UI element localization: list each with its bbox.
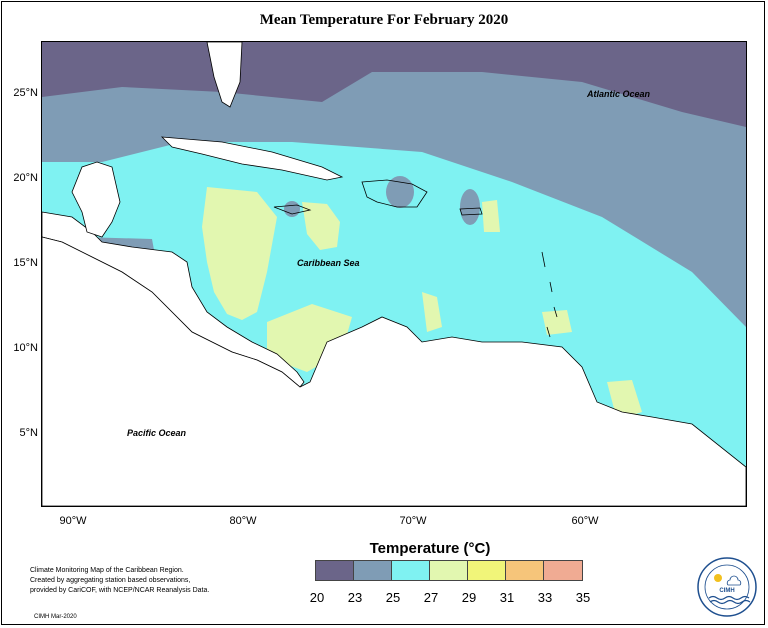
sst-warm-patch <box>542 310 572 335</box>
jamaica-outline <box>273 204 312 215</box>
legend-swatch <box>392 561 430 580</box>
sst-cool-patch <box>386 176 414 208</box>
cimh-logo: CIMH <box>696 556 758 618</box>
legend-tick: 29 <box>461 590 477 605</box>
legend-tick: 23 <box>347 590 363 605</box>
lat-tick-label: 15°N <box>13 257 38 269</box>
legend-colorbar <box>315 560 583 581</box>
pacific-ocean-label: Pacific Ocean <box>127 428 187 438</box>
florida-land <box>206 42 243 108</box>
legend-tick: 31 <box>499 590 515 605</box>
legend-swatch <box>430 561 468 580</box>
legend-title: Temperature (°C) <box>369 540 491 557</box>
logo-text: CIMH <box>719 588 734 594</box>
sst-warm-patch <box>422 292 442 332</box>
cuba-land <box>160 136 344 181</box>
legend-swatch <box>468 561 506 580</box>
credit-line: Climate Monitoring Map of the Caribbean … <box>30 567 184 574</box>
legend-swatch <box>354 561 392 580</box>
lon-tick-label: 90°W <box>59 515 87 527</box>
legend-tick: 33 <box>537 590 553 605</box>
lat-tick-label: 20°N <box>13 172 38 184</box>
legend-tick: 20 <box>309 590 325 605</box>
hispaniola-outline <box>361 179 428 208</box>
cloud-icon <box>726 575 742 586</box>
legend-swatch <box>506 561 544 580</box>
lesser-antilles-outline <box>541 251 558 338</box>
credit-stamp: CIMH Mar-2020 <box>34 614 77 620</box>
puerto-rico-outline <box>459 207 483 216</box>
sst-warm-patch <box>482 200 500 232</box>
lat-tick-label: 5°N <box>19 427 38 439</box>
sst-warm-patch <box>302 202 340 250</box>
temperature-map: Atlantic Ocean Caribbean Sea Pacific Oce… <box>41 41 747 507</box>
sst-warm-patch <box>202 187 277 320</box>
sst-cool-patch <box>460 189 480 225</box>
legend-tick: 25 <box>385 590 401 605</box>
sun-icon <box>714 574 722 582</box>
lon-tick-label: 60°W <box>571 515 599 527</box>
legend-tick: 35 <box>575 590 591 605</box>
caribbean-sea-label: Caribbean Sea <box>297 258 360 268</box>
sst-band-23-25 <box>42 42 746 327</box>
lon-tick-label: 70°W <box>399 515 427 527</box>
south-america-land <box>42 236 746 506</box>
legend-swatch <box>544 561 582 580</box>
lon-tick-label: 80°W <box>229 515 257 527</box>
credit-line: provided by CariCOF, with NCEP/NCAR Rean… <box>30 587 210 594</box>
map-title: Mean Temperature For February 2020 <box>259 12 509 28</box>
lat-tick-label: 25°N <box>13 87 38 99</box>
atlantic-ocean-label: Atlantic Ocean <box>586 89 651 99</box>
credit-line: Created by aggregating station based obs… <box>30 577 191 584</box>
legend-swatch <box>316 561 354 580</box>
map-credit: Climate Monitoring Map of the Caribbean … <box>30 566 209 596</box>
legend-tick: 27 <box>423 590 439 605</box>
sst-cool-patch <box>284 201 300 217</box>
yucatan-land <box>71 161 121 238</box>
lat-tick-label: 10°N <box>13 342 38 354</box>
